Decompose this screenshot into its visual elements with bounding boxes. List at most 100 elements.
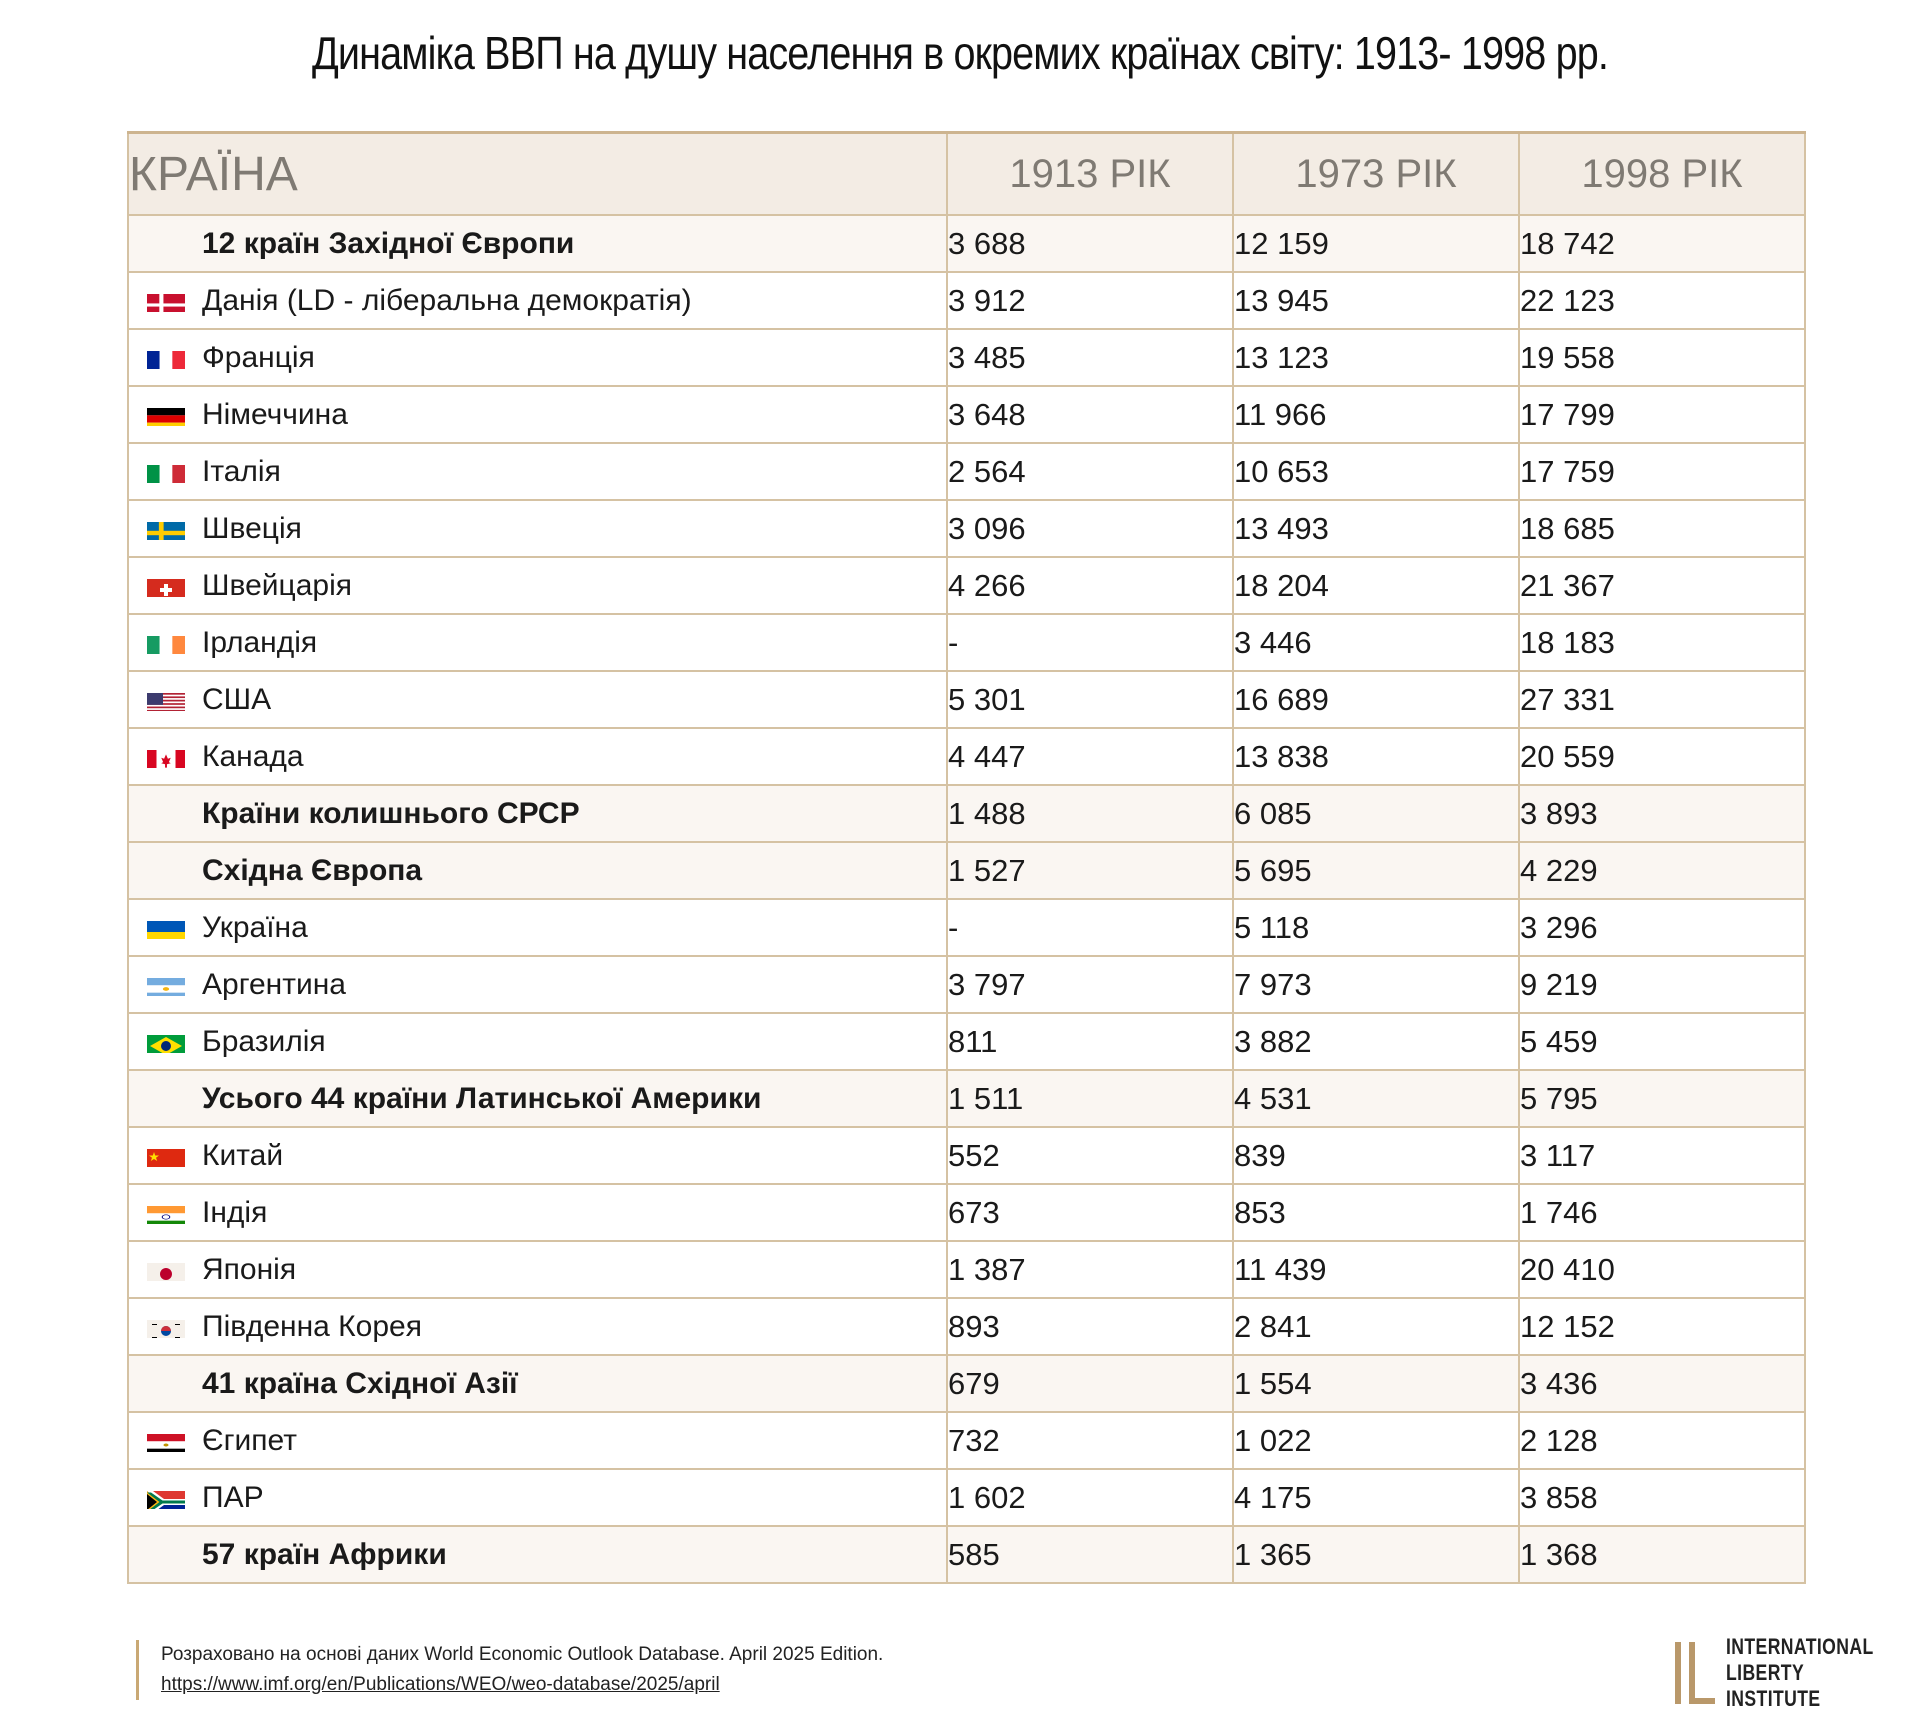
gdp-value-1913: 673 [946,1183,1234,1242]
south-africa-flag-icon [146,1487,185,1509]
country-name: ПАР [202,1480,264,1514]
gdp-value-1913: 585 [946,1525,1234,1584]
table-header-row: КРАЇНА 1913 РІК 1973 РІК 1998 РІК [127,131,1806,216]
country-cell: 41 країна Східної Азії [127,1354,948,1413]
table-row: 12 країн Західної Європи 3 688 12 159 18 74… [127,214,1806,273]
country-name: 12 країн Західної Європи [202,226,575,260]
gdp-value-1998: 1 746 [1518,1183,1806,1242]
table-row: Україна -5 118 3 296 [127,898,1806,957]
gdp-value-1998: 20 410 [1518,1240,1806,1299]
gdp-value-1913: 552 [946,1126,1234,1185]
table-row: Східна Європа 1 527 5 695 4 229 [127,841,1806,900]
table-row: США 5 301 16 689 27 331 [127,670,1806,729]
country-name: Ірландія [202,625,318,659]
country-cell: Китай [127,1126,948,1185]
country-name: Східна Європа [202,853,423,887]
gdp-value-1973: 1 365 [1232,1525,1520,1584]
table-body: 12 країн Західної Європи 3 688 12 159 18 74… [127,214,1806,1584]
country-cell: Швеція [127,499,948,558]
country-name: Єгипет [202,1423,297,1457]
country-name: Данія (LD - ліберальна демократія) [202,283,692,317]
logo-line-2: LIBERTY INSTITUTE [1725,1660,1821,1711]
country-cell: Україна [127,898,948,957]
gdp-value-1973: 4 531 [1232,1069,1520,1128]
gdp-value-1913: 3 485 [946,328,1234,387]
gdp-value-1973: 1 022 [1232,1411,1520,1470]
logo-line-1: INTERNATIONAL [1725,1634,1874,1659]
egypt-flag-icon [146,1430,185,1452]
gdp-value-1998: 5 795 [1518,1069,1806,1128]
gdp-value-1913: 3 096 [946,499,1234,558]
country-cell: Франція [127,328,948,387]
country-cell: Німеччина [127,385,948,444]
gdp-value-1913: 4 447 [946,727,1234,786]
table-row: Канада 4 447 13 838 20 559 [127,727,1806,786]
gdp-value-1913: 1 511 [946,1069,1234,1128]
country-cell: Японія [127,1240,948,1299]
table-row: Ірландія -3 446 18 183 [127,613,1806,672]
table-row: Китай 552 839 3 117 [127,1126,1806,1185]
source-link[interactable]: https://www.imf.org/en/Publications/WEO/… [161,1674,720,1695]
france-flag-icon [146,347,185,369]
gdp-value-1998: 3 893 [1518,784,1806,843]
table-row: ПАР 1 602 4 175 3 858 [127,1468,1806,1527]
table-row: Швеція 3 096 13 493 18 685 [127,499,1806,558]
gdp-value-1913: 3 912 [946,271,1234,330]
gdp-value-1913: 1 488 [946,784,1234,843]
country-name: Німеччина [202,397,348,431]
gdp-value-1973: 5 118 [1232,898,1520,957]
ukraine-flag-icon [146,917,185,939]
sweden-flag-icon [146,518,185,540]
table-row: Бразилія 811 3 882 5 459 [127,1012,1806,1071]
gdp-value-1973: 3 882 [1232,1012,1520,1071]
gdp-value-1913: 893 [946,1297,1234,1356]
usa-flag-icon [146,689,185,711]
gdp-value-1913: 811 [946,1012,1234,1071]
gdp-value-1973: 11 966 [1232,385,1520,444]
page-title: Динаміка ВВП на душу населення в окремих… [312,27,1609,79]
table-row: 57 країн Африки 585 1 365 1 368 [127,1525,1806,1584]
gdp-value-1913: 3 648 [946,385,1234,444]
gdp-value-1913: - [946,898,1234,957]
brazil-flag-icon [146,1031,185,1053]
gdp-value-1998: 27 331 [1518,670,1806,729]
gdp-value-1913: 2 564 [946,442,1234,501]
country-name: Бразилія [202,1024,326,1058]
india-flag-icon [146,1202,185,1224]
country-name: Швейцарія [202,568,352,602]
gdp-table: КРАЇНА 1913 РІК 1973 РІК 1998 РІК 12 кра… [127,131,1806,1584]
country-name: Південна Корея [202,1309,422,1343]
table-row: Данія (LD - ліберальна демократія) 3 912 1… [127,271,1806,330]
country-cell: Швейцарія [127,556,948,615]
country-cell: ПАР [127,1468,948,1527]
gdp-value-1973: 13 945 [1232,271,1520,330]
table-row: Франція 3 485 13 123 19 558 [127,328,1806,387]
gdp-value-1973: 853 [1232,1183,1520,1242]
logo-mark-icon [1675,1642,1715,1704]
gdp-value-1913: - [946,613,1234,672]
gdp-value-1998: 19 558 [1518,328,1806,387]
country-name: Усього 44 країни Латинської Америки [202,1081,762,1115]
gdp-value-1973: 13 123 [1232,328,1520,387]
gdp-value-1973: 10 653 [1232,442,1520,501]
gdp-value-1913: 3 688 [946,214,1234,273]
gdp-value-1973: 12 159 [1232,214,1520,273]
gdp-value-1973: 3 446 [1232,613,1520,672]
gdp-value-1998: 21 367 [1518,556,1806,615]
gdp-value-1913: 3 797 [946,955,1234,1014]
country-name: Італія [202,454,281,488]
gdp-value-1998: 3 436 [1518,1354,1806,1413]
gdp-value-1973: 13 838 [1232,727,1520,786]
gdp-value-1913: 1 602 [946,1468,1234,1527]
gdp-value-1998: 17 759 [1518,442,1806,501]
country-cell: 12 країн Західної Європи [127,214,948,273]
gdp-value-1913: 1 387 [946,1240,1234,1299]
ireland-flag-icon [146,632,185,654]
column-header-1973: 1973 РІК [1232,131,1520,216]
denmark-flag-icon [146,290,185,312]
country-name: Японія [202,1252,297,1286]
source-text: Розраховано на основі даних World Econom… [161,1644,884,1665]
gdp-value-1998: 12 152 [1518,1297,1806,1356]
country-cell: Данія (LD - ліберальна демократія) [127,271,948,330]
gdp-value-1973: 1 554 [1232,1354,1520,1413]
